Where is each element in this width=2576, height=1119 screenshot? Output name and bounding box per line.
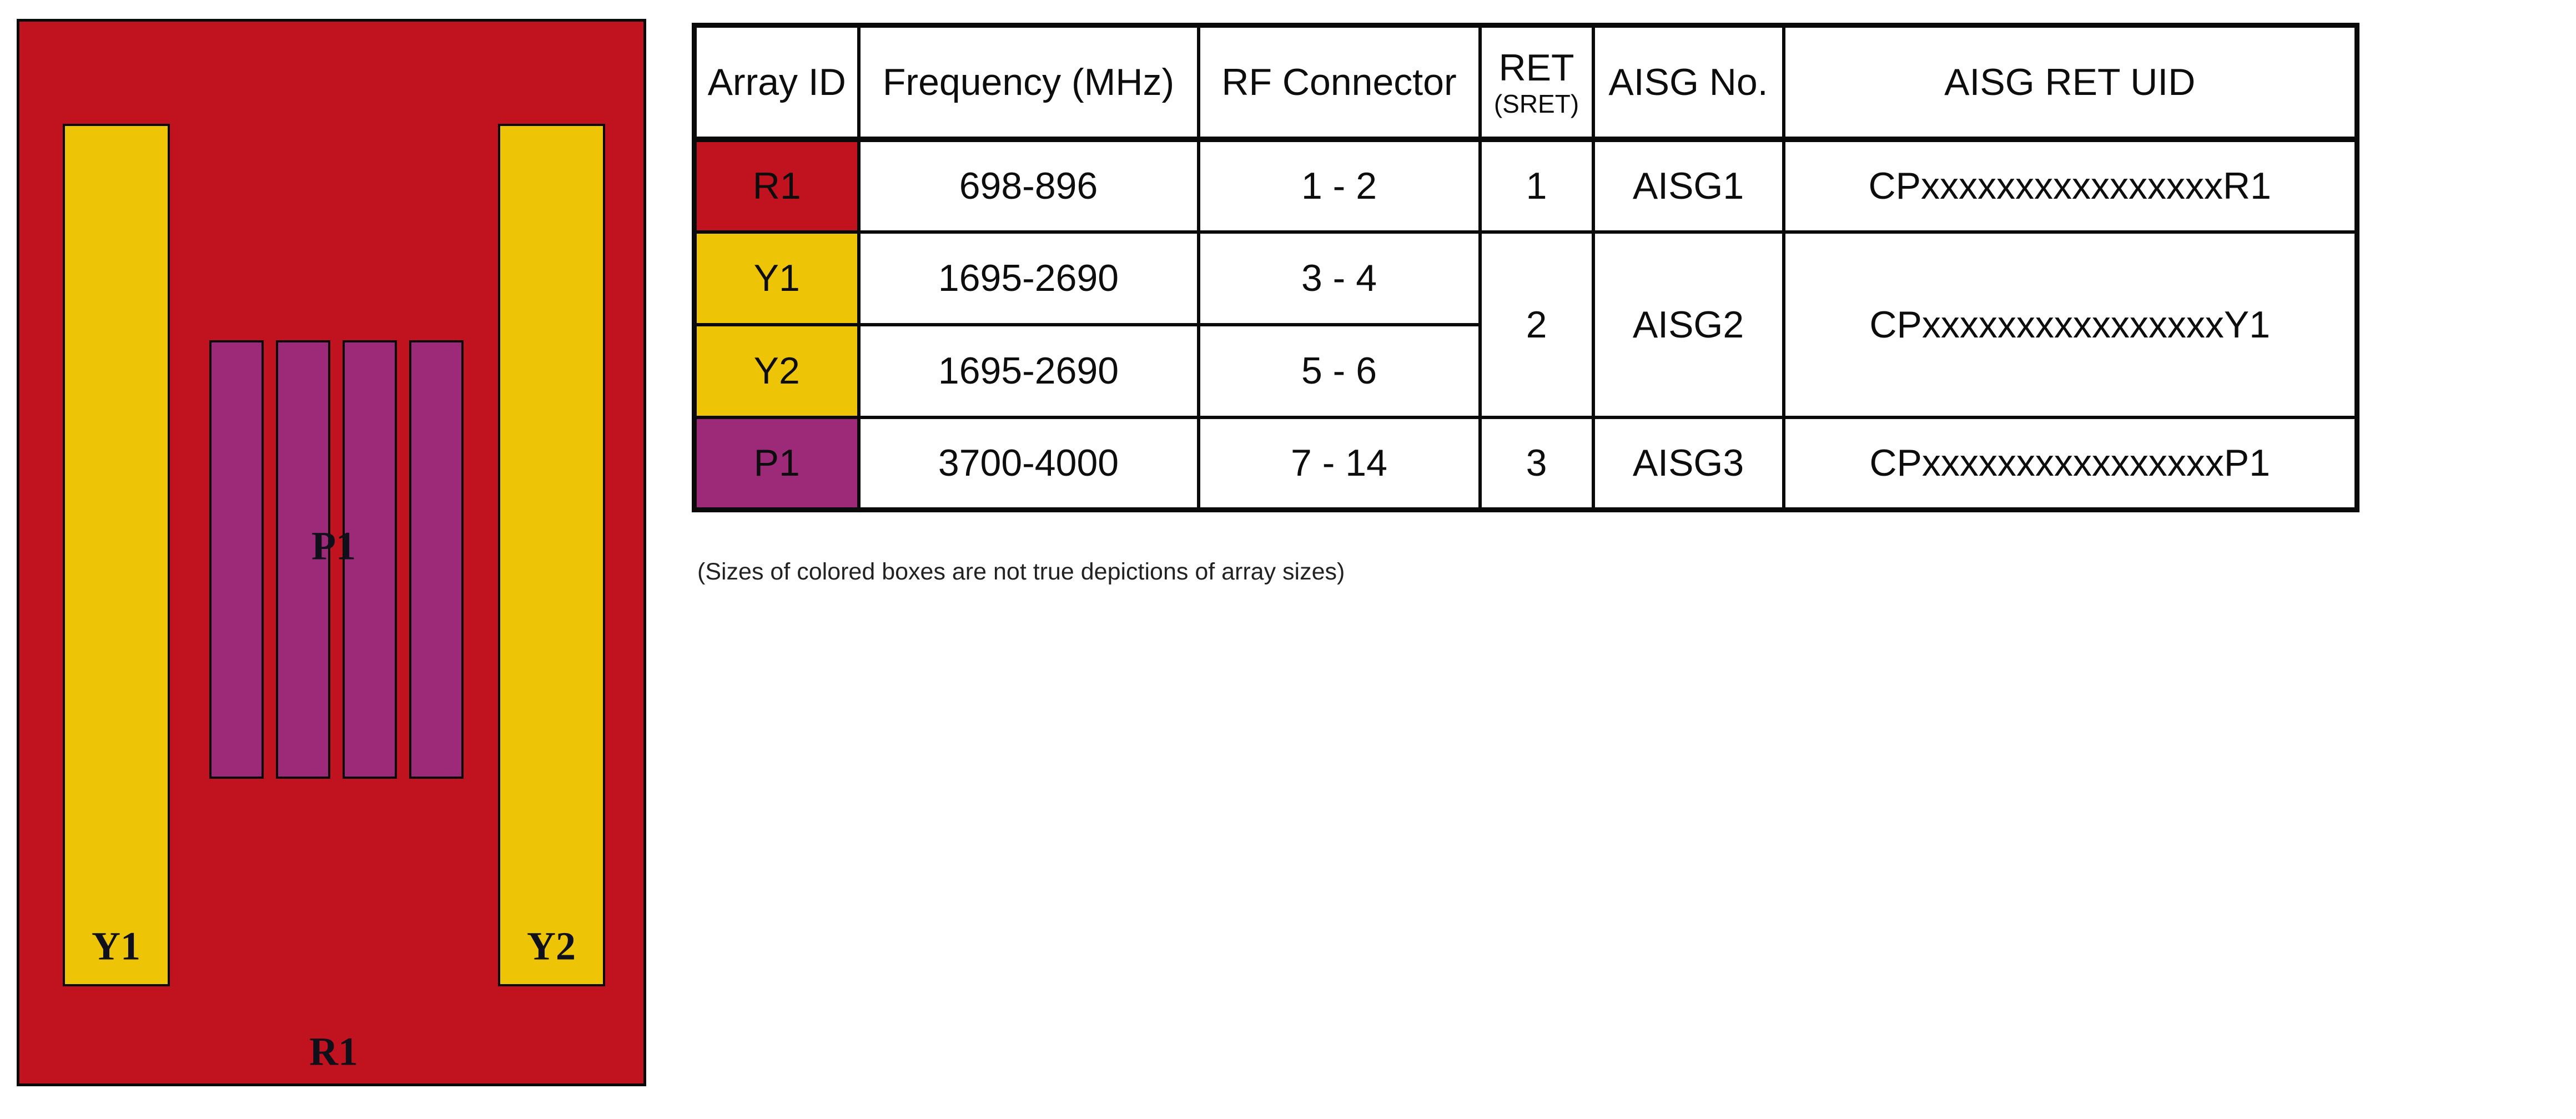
header-row: Array ID Frequency (MHz) RF Connector RE… [692,23,2359,142]
array-label-p1: P1 [311,523,356,568]
header-ret-sub: (SRET) [1493,89,1579,118]
array-label-y2: Y2 [527,924,576,969]
header-aisg-no: AISG No. [1591,23,1785,142]
array-box-p1-column-1 [209,340,264,779]
cell-array-id-r1: R1 [692,137,861,234]
array-config-table: Array ID Frequency (MHz) RF Connector RE… [692,23,2359,512]
cell-rf-connector-r1: 1 - 2 [1196,137,1482,234]
header-ret: RET (SRET) [1478,23,1595,142]
header-rf-connector: RF Connector [1196,23,1482,142]
header-array-id: Array ID [692,23,861,142]
cell-rf-connector-y2: 5 - 6 [1196,322,1482,419]
cell-ret-r1: 1 [1478,137,1595,234]
cell-frequency-p1: 3700-4000 [857,415,1200,512]
table-row-y2: Y2 1695-2690 5 - 6 [692,322,2357,419]
cell-ret-y1-y2: 2 [1478,230,1595,419]
cell-array-id-y1: Y1 [692,230,861,326]
cell-aisg-ret-uid-p1: CPxxxxxxxxxxxxxxxxP1 [1782,415,2359,512]
array-box-y1 [63,124,170,986]
cell-rf-connector-y1: 3 - 4 [1196,230,1482,326]
cell-array-id-p1: P1 [692,415,861,512]
cell-frequency-r1: 698-896 [857,137,1200,234]
antenna-panel-r1: P1 Y1 Y2 R1 [17,19,646,1086]
array-label-r1: R1 [309,1029,358,1074]
array-box-p1-column-4 [409,340,464,779]
array-box-p1-column-3 [343,340,397,779]
cell-aisg-no-r1: AISG1 [1591,137,1785,234]
cell-rf-connector-p1: 7 - 14 [1196,415,1482,512]
cell-array-id-y2: Y2 [692,322,861,419]
cell-aisg-no-y1-y2: AISG2 [1591,230,1785,419]
header-aisg-ret-uid: AISG RET UID [1782,23,2359,142]
size-disclaimer-note: (Sizes of colored boxes are not true dep… [697,558,1345,585]
cell-aisg-ret-uid-r1: CPxxxxxxxxxxxxxxxxR1 [1782,137,2359,234]
array-label-y1: Y1 [92,924,140,969]
table-row-r1: R1 698-896 1 - 2 1 AISG1 CPxxxxxxxxxxxxx… [692,137,2359,234]
cell-frequency-y2: 1695-2690 [857,322,1200,419]
header-ret-main: RET [1498,47,1574,89]
cell-aisg-ret-uid-y1-y2: CPxxxxxxxxxxxxxxxxY1 [1782,230,2359,419]
array-box-p1-column-2 [276,340,330,779]
header-frequency: Frequency (MHz) [857,23,1200,142]
cell-frequency-y1: 1695-2690 [857,230,1200,326]
cell-aisg-no-p1: AISG3 [1591,415,1785,512]
array-box-y2 [498,124,605,986]
cell-ret-p1: 3 [1478,415,1595,512]
table-row-y1: Y1 1695-2690 3 - 4 2 AISG2 CPxxxxxxxxxxx… [692,230,2359,419]
table-row-p1: P1 3700-4000 7 - 14 3 AISG3 CPxxxxxxxxxx… [692,415,2359,512]
